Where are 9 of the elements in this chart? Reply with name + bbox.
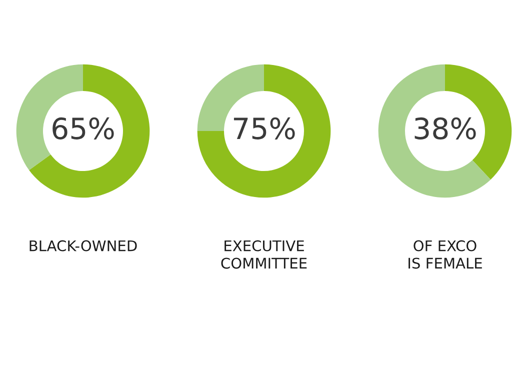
text: 38% <box>414 117 476 140</box>
text: OF EXCO IS FEMALE <box>408 240 482 269</box>
text: EXECUTIVE COMMITTEE <box>221 240 307 269</box>
text: 75% <box>234 117 295 140</box>
donut-slice <box>29 64 150 198</box>
donut-slice <box>378 64 491 198</box>
donut-slice <box>197 64 331 198</box>
text: BLACK-OWNED <box>30 240 137 252</box>
text: 65% <box>52 117 114 140</box>
